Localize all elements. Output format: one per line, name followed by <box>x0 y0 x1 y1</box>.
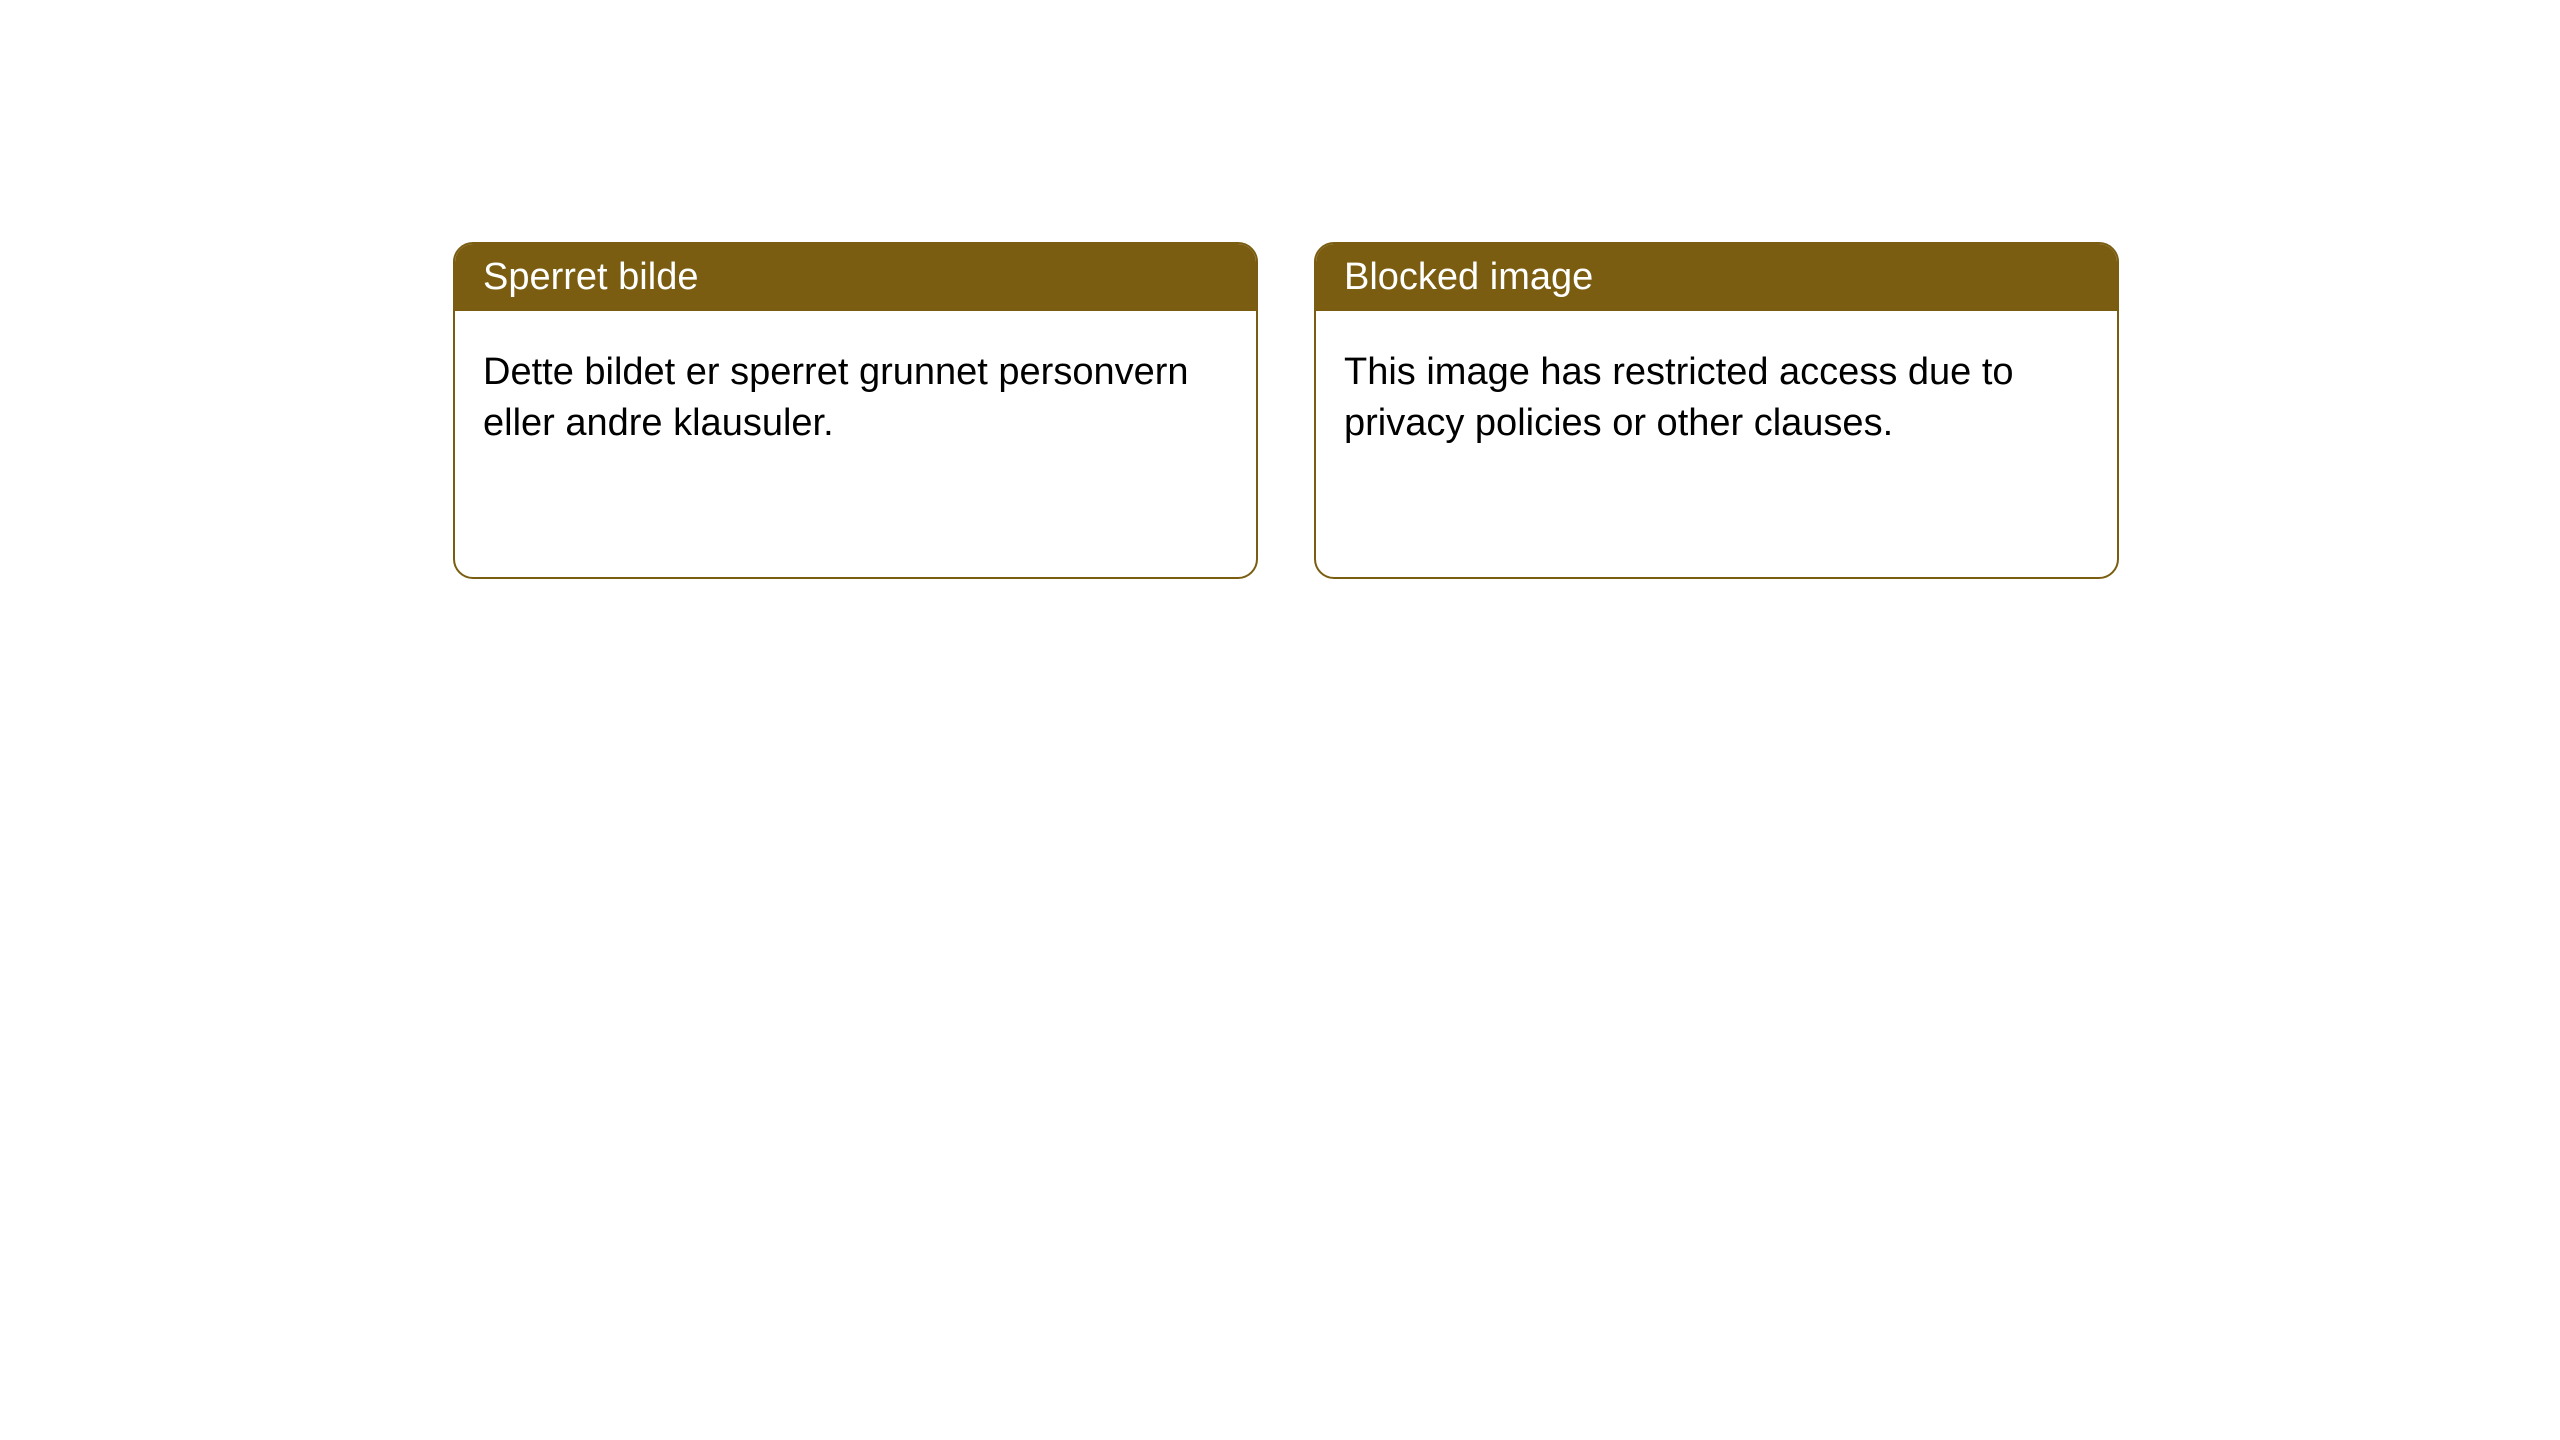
card-body: Dette bildet er sperret grunnet personve… <box>455 311 1256 486</box>
card-body: This image has restricted access due to … <box>1316 311 2117 486</box>
notice-card-english: Blocked image This image has restricted … <box>1314 242 2119 579</box>
card-message: Dette bildet er sperret grunnet personve… <box>483 351 1189 444</box>
card-message: This image has restricted access due to … <box>1344 351 2014 444</box>
notice-container: Sperret bilde Dette bildet er sperret gr… <box>0 0 2560 579</box>
card-title: Blocked image <box>1344 256 1593 298</box>
card-header: Blocked image <box>1316 244 2117 311</box>
card-title: Sperret bilde <box>483 256 698 298</box>
card-header: Sperret bilde <box>455 244 1256 311</box>
notice-card-norwegian: Sperret bilde Dette bildet er sperret gr… <box>453 242 1258 579</box>
